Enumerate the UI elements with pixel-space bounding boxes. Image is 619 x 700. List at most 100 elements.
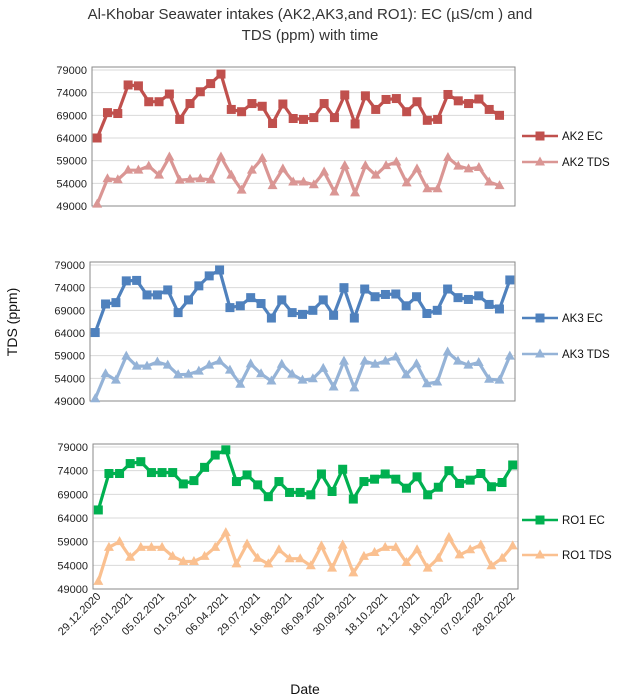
data-point xyxy=(215,151,226,161)
data-point xyxy=(497,552,508,562)
data-point xyxy=(337,539,348,549)
data-point xyxy=(266,375,277,385)
data-point xyxy=(185,99,195,109)
data-point xyxy=(193,365,204,375)
data-point xyxy=(422,183,433,193)
data-point xyxy=(224,364,235,374)
data-point xyxy=(133,81,143,91)
data-point xyxy=(497,478,507,487)
data-point xyxy=(401,369,412,379)
data-point xyxy=(421,378,432,388)
data-point xyxy=(142,290,152,300)
data-point xyxy=(360,160,371,170)
data-point xyxy=(380,289,390,299)
y-tick-label: 74000 xyxy=(56,88,87,100)
data-point xyxy=(263,492,273,502)
data-point xyxy=(463,359,474,369)
data-point xyxy=(432,376,443,386)
series-line xyxy=(95,155,501,205)
data-point xyxy=(339,283,349,293)
series-ak3-ec xyxy=(90,265,515,338)
y-tick-label: 79000 xyxy=(54,260,85,272)
legend-marker xyxy=(535,549,545,559)
data-point xyxy=(237,107,247,117)
y-tick-label: 59000 xyxy=(54,351,85,363)
legend-label: RO1 TDS xyxy=(562,550,612,562)
data-point xyxy=(164,89,174,99)
data-point xyxy=(288,114,298,124)
data-point xyxy=(484,299,494,309)
data-point xyxy=(339,160,350,170)
data-point xyxy=(495,110,505,120)
data-point xyxy=(504,350,515,360)
data-point xyxy=(154,97,164,107)
data-point xyxy=(453,96,463,106)
data-point xyxy=(505,275,515,285)
data-point xyxy=(309,113,319,123)
y-tick-label: 69000 xyxy=(54,305,85,317)
data-point xyxy=(327,562,338,572)
data-point xyxy=(370,292,380,302)
data-point xyxy=(297,374,308,384)
data-point xyxy=(432,305,442,315)
data-point xyxy=(453,293,463,303)
data-point xyxy=(494,180,505,190)
data-point xyxy=(135,541,146,551)
legend-marker xyxy=(535,156,545,166)
data-point xyxy=(369,547,380,557)
data-point xyxy=(133,164,144,174)
data-point xyxy=(194,281,204,291)
data-point xyxy=(174,174,185,184)
y-tick-label: 74000 xyxy=(57,466,88,478)
data-point xyxy=(288,176,299,186)
data-point xyxy=(463,163,474,173)
data-point xyxy=(474,291,484,301)
data-point xyxy=(253,480,263,490)
data-point xyxy=(188,556,199,566)
data-point xyxy=(348,494,358,504)
data-point xyxy=(146,468,156,478)
data-point xyxy=(163,285,173,295)
legend-item: RO1 TDS xyxy=(522,549,612,562)
data-point xyxy=(423,490,433,500)
data-point xyxy=(206,79,216,89)
data-point xyxy=(267,180,278,190)
data-point xyxy=(242,538,253,548)
data-point xyxy=(411,358,422,368)
data-point xyxy=(263,558,274,568)
data-point xyxy=(401,177,412,187)
data-point xyxy=(306,490,316,500)
y-tick-label: 49000 xyxy=(56,201,87,213)
data-point xyxy=(473,161,484,171)
data-point xyxy=(295,553,306,563)
data-point xyxy=(455,478,465,488)
data-point xyxy=(111,298,121,308)
data-point xyxy=(112,174,123,184)
data-point xyxy=(463,294,473,304)
data-point xyxy=(308,179,319,189)
data-point xyxy=(391,289,401,299)
data-point xyxy=(476,469,486,479)
data-point xyxy=(114,536,125,546)
data-point xyxy=(507,540,518,550)
data-point xyxy=(204,359,215,369)
data-point xyxy=(277,295,287,305)
plot-area xyxy=(89,261,516,402)
data-point xyxy=(110,374,121,384)
data-point xyxy=(210,450,220,460)
data-point xyxy=(178,479,188,489)
data-point xyxy=(442,346,453,356)
legend-label: AK2 TDS xyxy=(562,157,610,169)
data-point xyxy=(121,276,131,286)
data-point xyxy=(494,374,505,384)
data-point xyxy=(90,328,100,338)
legend-label: AK3 EC xyxy=(562,313,603,325)
y-tick-label: 54000 xyxy=(57,560,88,572)
data-point xyxy=(185,173,196,183)
y-tick-label: 64000 xyxy=(56,133,87,145)
data-point xyxy=(390,351,401,361)
data-point xyxy=(210,541,221,551)
data-point xyxy=(252,552,263,562)
data-point xyxy=(422,309,432,319)
